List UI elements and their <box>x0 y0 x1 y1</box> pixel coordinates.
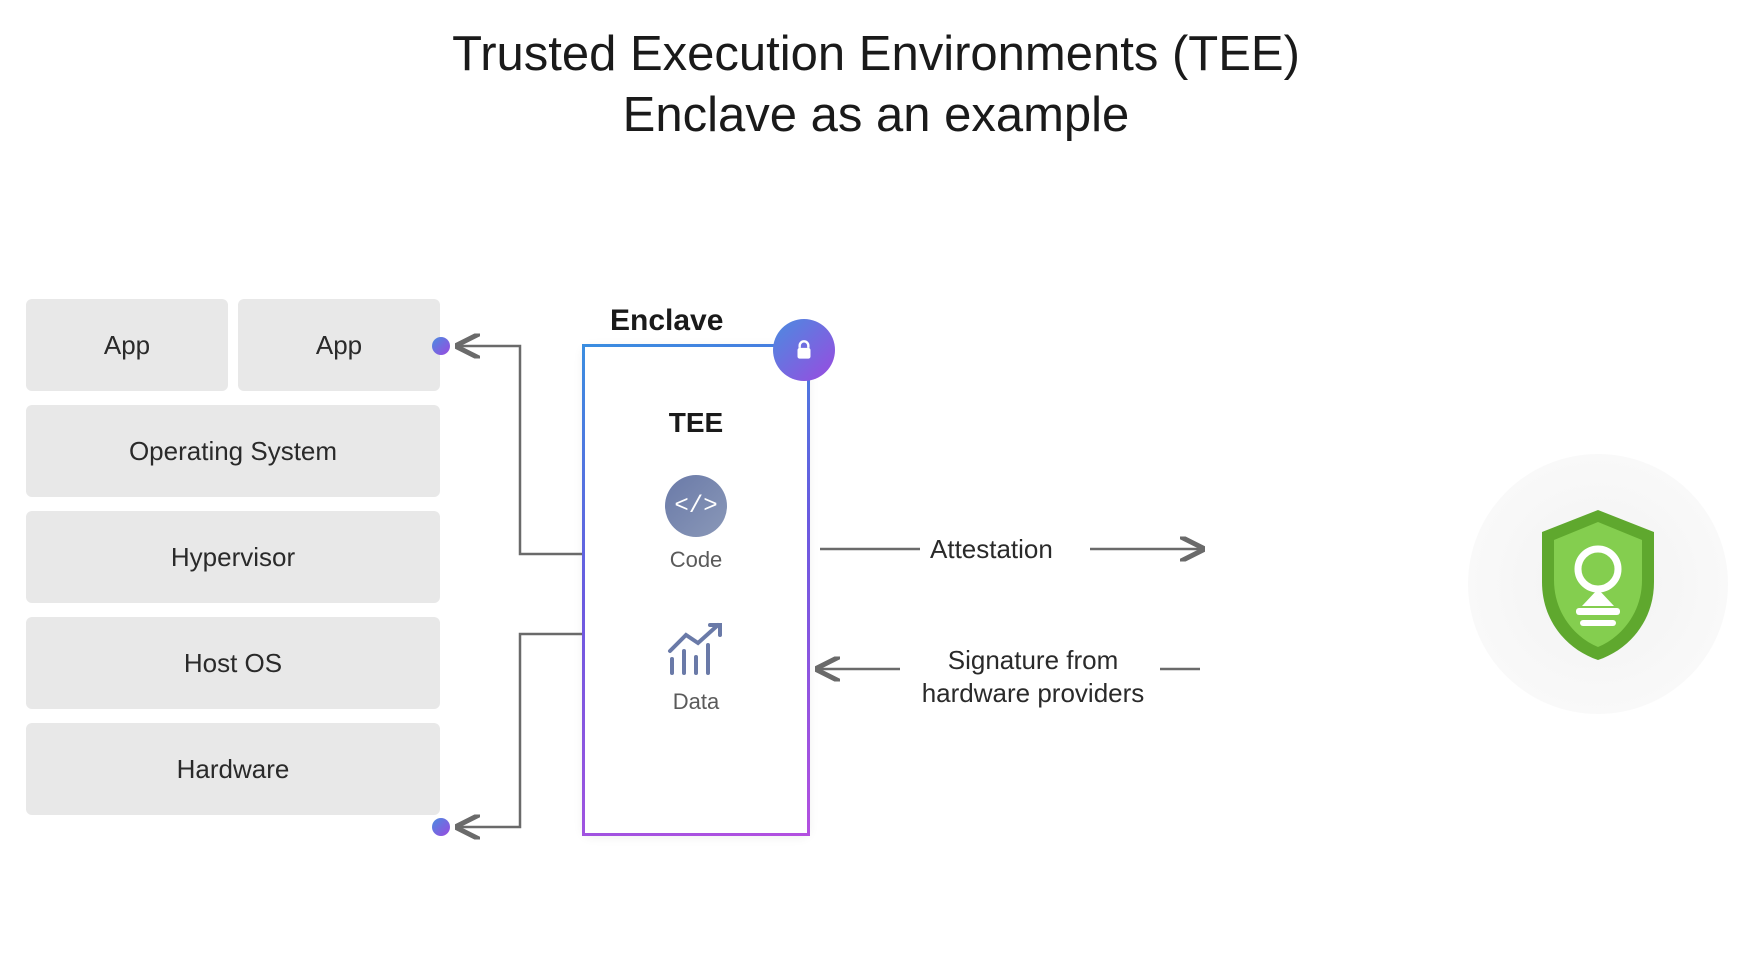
stack-box-app1: App <box>26 299 228 391</box>
tee-label: TEE <box>669 407 723 439</box>
stack-row-apps: App App <box>26 299 440 391</box>
attestation-label: Attestation <box>930 534 1053 565</box>
lock-icon <box>773 319 835 381</box>
enclave-box: TEE </> Code Data <box>582 344 810 836</box>
enclave-item-code: </> Code <box>665 475 727 573</box>
stack-row-hypervisor: Hypervisor <box>26 511 440 603</box>
stack-row-hostos: Host OS <box>26 617 440 709</box>
code-icon: </> <box>665 475 727 537</box>
stack-row-hardware: Hardware <box>26 723 440 815</box>
stack-box-app2: App <box>238 299 440 391</box>
connector-dot-hardware <box>432 818 450 836</box>
connector-dot-app <box>432 337 450 355</box>
title-line1: Trusted Execution Environments (TEE) <box>452 27 1300 81</box>
title-line2: Enclave as an example <box>623 88 1130 142</box>
data-label: Data <box>673 689 719 715</box>
signature-label: Signature from hardware providers <box>908 644 1158 709</box>
stack-box-hardware: Hardware <box>26 723 440 815</box>
shield-background <box>1468 454 1728 714</box>
stack-row-os: Operating System <box>26 405 440 497</box>
code-label: Code <box>670 547 723 573</box>
enclave-label: Enclave <box>610 304 723 338</box>
stack-box-os: Operating System <box>26 405 440 497</box>
page-title: Trusted Execution Environments (TEE) Enc… <box>0 24 1752 147</box>
stack-box-hypervisor: Hypervisor <box>26 511 440 603</box>
system-stack: App App Operating System Hypervisor Host… <box>26 299 440 829</box>
chart-icon <box>664 621 728 679</box>
enclave-item-data: Data <box>664 621 728 715</box>
shield-icon <box>1528 504 1668 664</box>
stack-box-hostos: Host OS <box>26 617 440 709</box>
